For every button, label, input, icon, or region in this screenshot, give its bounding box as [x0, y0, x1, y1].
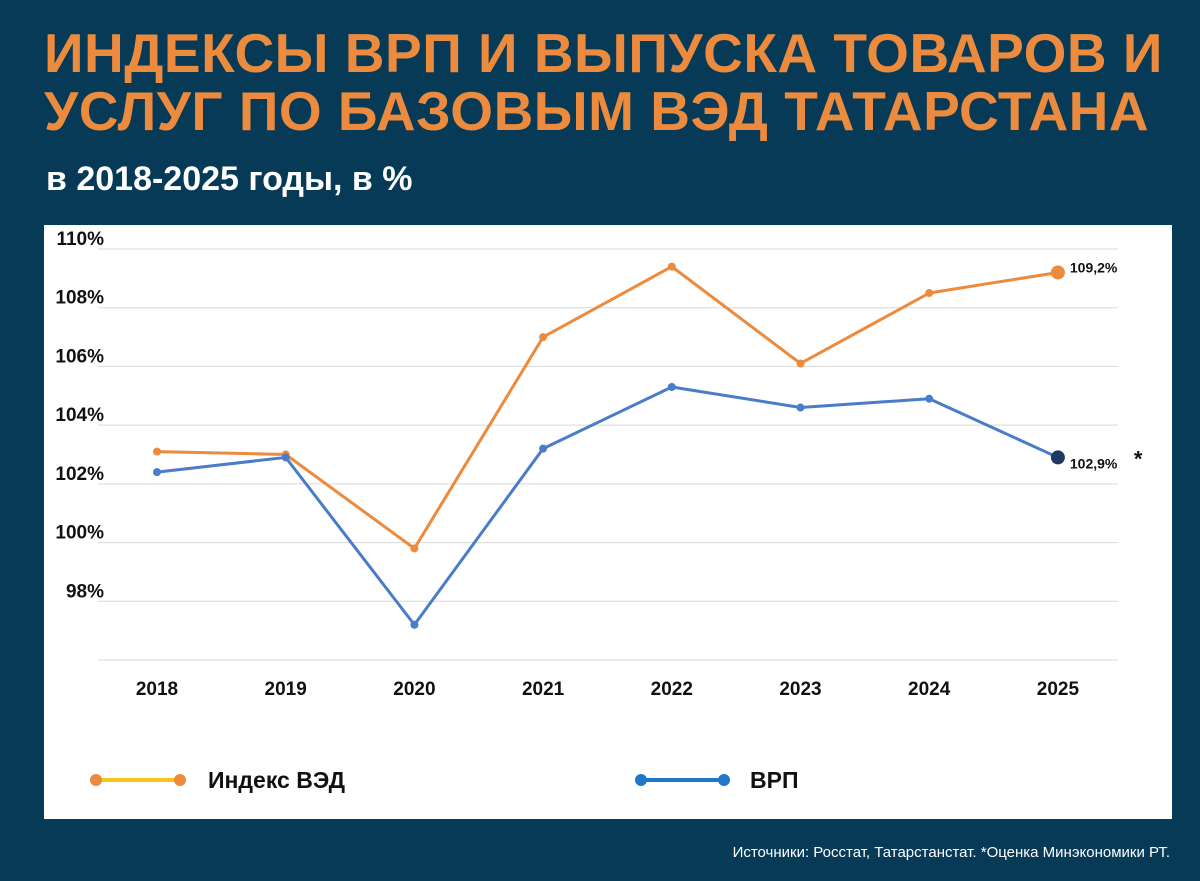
chart-panel: 98% 100% 102% 104% 106% 108% 110% 2018 2019 2020 2… [44, 225, 1172, 819]
x-tick-label: 2020 [393, 679, 435, 700]
x-tick-label: 2021 [522, 679, 565, 700]
data-point-ved [925, 289, 934, 298]
page-title: ИНДЕКСЫ ВРП И ВЫПУСКА ТОВАРОВ И УСЛУГ ПО… [44, 22, 1163, 142]
data-point-ved [539, 333, 548, 342]
x-tick-label: 2022 [651, 679, 693, 700]
data-point-vrp [539, 444, 548, 453]
data-point-vrp [153, 468, 161, 477]
source-note: Источники: Росстат, Татарстанстат. *Оцен… [732, 844, 1170, 861]
y-tick-label: 108% [55, 288, 104, 309]
x-tick-label: 2024 [908, 679, 951, 700]
x-tick-label: 2023 [779, 679, 821, 700]
line-chart: 98% 100% 102% 104% 106% 108% 110% 2018 2019 2020 2… [55, 229, 1143, 793]
series-line-ved [156, 265, 1059, 550]
series-line-vrp [156, 385, 1059, 627]
legend-label-vrp: ВРП [750, 767, 798, 793]
legend-marker-vrp [635, 774, 647, 786]
data-point-vrp [410, 620, 419, 629]
legend-marker-ved [174, 774, 186, 786]
legend-marker-ved [90, 774, 102, 786]
y-tick-label: 100% [55, 523, 104, 544]
footnote-mark: * [1134, 446, 1143, 471]
data-point-vrp [796, 403, 805, 412]
data-point-vrp [925, 394, 934, 403]
legend-label-ved: Индекс ВЭД [208, 767, 345, 793]
x-tick-label: 2025 [1037, 679, 1080, 700]
data-label: 102,9% [1070, 455, 1118, 471]
y-tick-label: 102% [55, 464, 104, 485]
data-point-ved [796, 359, 805, 368]
y-tick-label: 98% [66, 581, 104, 602]
y-tick-label: 110% [56, 229, 104, 250]
data-point-ved [667, 262, 676, 271]
data-point-ved [410, 544, 419, 553]
y-tick-label: 106% [55, 346, 104, 367]
legend-marker-vrp [718, 774, 730, 786]
y-tick-label: 104% [55, 405, 104, 426]
data-point-ved [153, 447, 161, 456]
data-point-ved [1050, 265, 1065, 280]
x-tick-label: 2019 [265, 679, 307, 700]
x-tick-label: 2018 [136, 679, 178, 700]
data-point-vrp [1050, 450, 1065, 465]
page-subtitle: в 2018-2025 годы, в % [46, 160, 413, 198]
data-point-vrp [667, 382, 676, 391]
data-label: 109,2% [1070, 259, 1118, 275]
data-point-vrp [281, 453, 290, 462]
